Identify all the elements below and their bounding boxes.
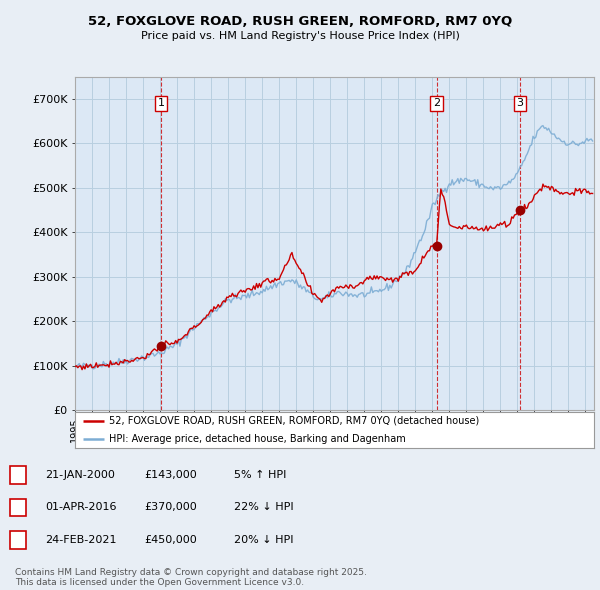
Text: £370,000: £370,000	[144, 503, 197, 512]
Text: 24-FEB-2021: 24-FEB-2021	[45, 535, 116, 545]
Text: 52, FOXGLOVE ROAD, RUSH GREEN, ROMFORD, RM7 0YQ: 52, FOXGLOVE ROAD, RUSH GREEN, ROMFORD, …	[88, 15, 512, 28]
Text: Price paid vs. HM Land Registry's House Price Index (HPI): Price paid vs. HM Land Registry's House …	[140, 31, 460, 41]
Text: 3: 3	[517, 99, 523, 109]
Text: 1: 1	[158, 99, 164, 109]
Text: 2: 2	[14, 503, 22, 512]
Text: 2: 2	[433, 99, 440, 109]
Text: 5% ↑ HPI: 5% ↑ HPI	[234, 470, 286, 480]
Text: 21-JAN-2000: 21-JAN-2000	[45, 470, 115, 480]
Text: 52, FOXGLOVE ROAD, RUSH GREEN, ROMFORD, RM7 0YQ (detached house): 52, FOXGLOVE ROAD, RUSH GREEN, ROMFORD, …	[109, 416, 479, 426]
Text: 22% ↓ HPI: 22% ↓ HPI	[234, 503, 293, 512]
Text: HPI: Average price, detached house, Barking and Dagenham: HPI: Average price, detached house, Bark…	[109, 434, 406, 444]
Text: £143,000: £143,000	[144, 470, 197, 480]
Text: 20% ↓ HPI: 20% ↓ HPI	[234, 535, 293, 545]
Text: 3: 3	[14, 535, 22, 545]
Text: Contains HM Land Registry data © Crown copyright and database right 2025.
This d: Contains HM Land Registry data © Crown c…	[15, 568, 367, 587]
Text: 1: 1	[14, 470, 22, 480]
Text: 01-APR-2016: 01-APR-2016	[45, 503, 116, 512]
Text: £450,000: £450,000	[144, 535, 197, 545]
